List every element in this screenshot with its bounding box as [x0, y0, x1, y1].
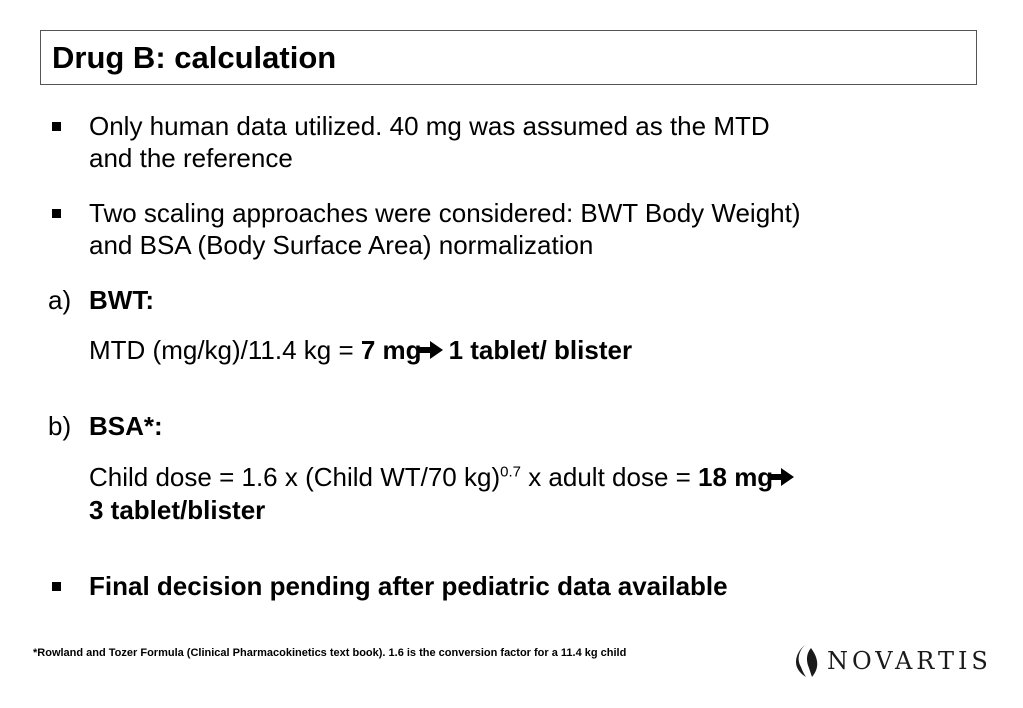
right-arrow-icon: [769, 468, 795, 487]
bwt-formula-text: MTD (mg/kg)/11.4 kg =: [89, 335, 361, 365]
section-b-marker: b): [48, 411, 72, 441]
slide-title: Drug B: calculation: [52, 40, 337, 75]
section-b-heading-text: BSA*:: [89, 411, 163, 441]
novartis-logo: NOVARTIS: [793, 643, 988, 679]
section-a-formula: MTD (mg/kg)/11.4 kg = 7 mg 1 tablet/ blis…: [89, 334, 632, 366]
novartis-flame-icon: [796, 645, 818, 677]
bullet3-line: Final decision pending after pediatric d…: [89, 570, 728, 602]
section-b-formula: Child dose = 1.6 x (Child WT/70 kg)0.7 x…: [89, 461, 800, 493]
bullet2-line2: and BSA (Body Surface Area) normalizatio…: [89, 230, 594, 260]
title-box: Drug B: calculation: [40, 30, 977, 85]
section-a-heading: BWT:: [89, 284, 154, 316]
logo-text: NOVARTIS: [827, 647, 992, 675]
bullet-square-icon: [52, 582, 61, 591]
section-b-heading: BSA*:: [89, 410, 163, 442]
bullet-square-icon: [52, 209, 61, 218]
section-a-heading-text: BWT:: [89, 285, 154, 315]
bsa-result: 3 tablet/blister: [89, 495, 266, 525]
bsa-dose: 18 mg: [698, 462, 774, 492]
right-arrow-icon: [417, 341, 443, 360]
bsa-formula-start: Child dose = 1.6 x (Child WT/70 kg): [89, 462, 501, 492]
bullet-square-icon: [52, 122, 61, 131]
footnote: *Rowland and Tozer Formula (Clinical Pha…: [33, 647, 627, 659]
bsa-formula-end: x adult dose =: [520, 462, 699, 492]
bwt-result: 1 tablet/ blister: [448, 335, 633, 365]
bsa-exponent: 0.7: [500, 463, 521, 481]
bullet1-line2: and the reference: [89, 143, 293, 173]
bullet2-line1: Two scaling approaches were considered: …: [89, 198, 801, 228]
bullet1-line1: Only human data utilized. 40 mg was assu…: [89, 111, 770, 141]
final-decision-text: Final decision pending after pediatric d…: [89, 571, 728, 601]
section-a-marker: a): [48, 285, 72, 315]
bwt-dose: 7 mg: [360, 335, 422, 365]
section-b-result-line: 3 tablet/blister: [89, 494, 265, 526]
